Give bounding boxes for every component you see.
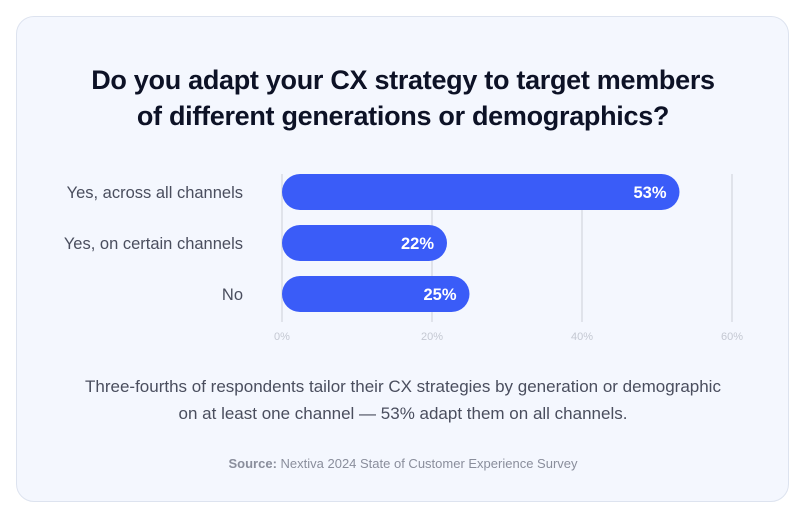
category-label: Yes, across all channels — [67, 184, 243, 202]
bar — [282, 276, 470, 312]
chart-title-line-2: of different generations or demographics… — [136, 101, 670, 131]
data-label: 53% — [633, 184, 666, 202]
bar — [282, 225, 447, 261]
data-label: 25% — [423, 286, 456, 304]
data-label: 22% — [401, 235, 434, 253]
x-tick-label: 40% — [571, 331, 593, 343]
source-text: Nextiva 2024 State of Customer Experienc… — [276, 456, 578, 471]
category-label: Yes, on certain channels — [64, 235, 243, 253]
x-tick-label: 20% — [421, 331, 443, 343]
x-tick-label: 0% — [274, 331, 290, 343]
caption-line-1: Three-fourths of respondents tailor thei… — [85, 377, 721, 396]
chart-title: Do you adapt your CX strategy to target … — [0, 62, 806, 134]
chart-title-line-1: Do you adapt your CX strategy to target … — [91, 65, 715, 95]
caption-line-2: on at least one channel — 53% adapt them… — [178, 404, 628, 423]
chart-caption: Three-fourths of respondents tailor thei… — [0, 373, 806, 427]
source-note: Source: Nextiva 2024 State of Customer E… — [0, 456, 806, 471]
source-label: Source: — [228, 456, 277, 471]
x-tick-label: 60% — [721, 331, 743, 343]
bar — [282, 174, 680, 210]
category-label: No — [222, 286, 243, 304]
